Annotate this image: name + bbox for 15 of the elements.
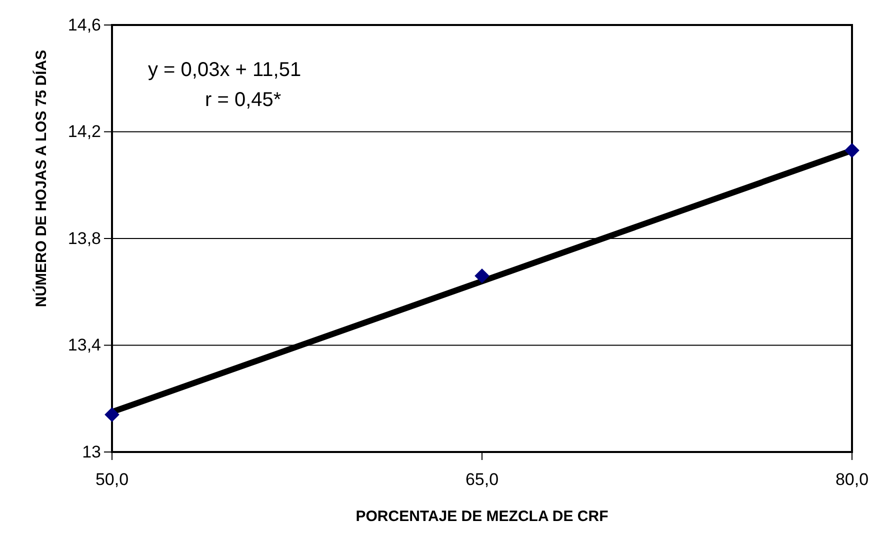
y-tick-label: 13,8	[68, 228, 101, 248]
y-tick-label: 13	[82, 442, 101, 462]
x-tick-label: 80,0	[835, 470, 869, 490]
x-axis-title: PORCENTAJE DE MEZCLA DE CRF	[356, 508, 608, 525]
x-tick-label: 50,0	[95, 470, 129, 490]
y-tick-label: 14,2	[68, 122, 101, 142]
point	[104, 407, 120, 422]
y-tick-label: 13,4	[68, 336, 101, 355]
annotation: y = 0,03x + 11,51	[148, 59, 302, 81]
y-axis-title: NÚMERO DE HOJAS A LOS 75 DÍAS	[32, 50, 50, 308]
x-tick-label: 65,0	[465, 470, 499, 490]
point	[474, 268, 490, 284]
point	[844, 143, 860, 158]
annotation: r = 0,45*	[205, 89, 282, 111]
y-tick-label: 14,6	[68, 15, 101, 34]
